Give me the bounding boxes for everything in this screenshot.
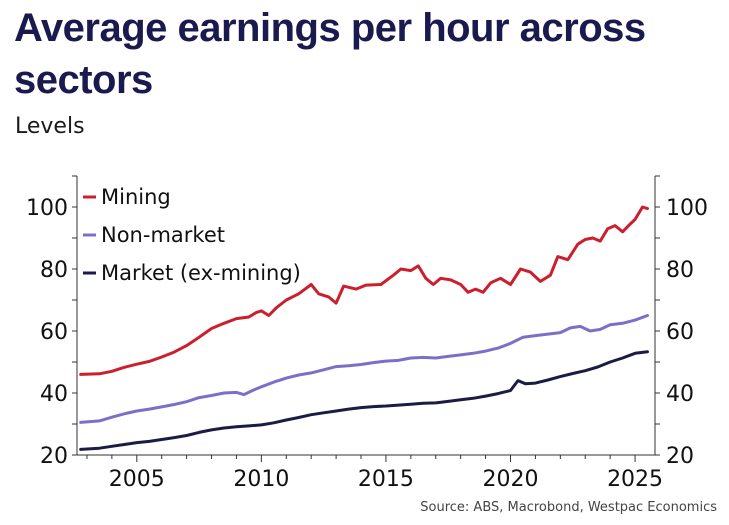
y-tick-label-left: 20 bbox=[40, 444, 68, 469]
y-tick-label-left: 100 bbox=[26, 196, 68, 221]
plot-frame bbox=[76, 176, 656, 456]
source-note: Source: ABS, Macrobond, Westpac Economic… bbox=[420, 500, 717, 515]
legend-label: Mining bbox=[101, 185, 171, 209]
x-tick-label: 2005 bbox=[109, 467, 165, 492]
series-lines bbox=[79, 205, 649, 451]
legend: Mining Non-market Market (ex-mining) bbox=[83, 185, 301, 285]
y-tick-label-right: 40 bbox=[666, 382, 694, 407]
x-tick-label: 2010 bbox=[233, 467, 289, 492]
series-line bbox=[79, 205, 649, 376]
series-line bbox=[79, 350, 649, 451]
y-tick-label-right: 80 bbox=[666, 258, 694, 283]
y-tick-label-left: 60 bbox=[40, 320, 68, 345]
legend-label: Market (ex-mining) bbox=[101, 261, 301, 285]
chart-subtitle: Levels bbox=[15, 114, 85, 139]
y-tick-label-left: 40 bbox=[40, 382, 68, 407]
y-tick-label-right: 60 bbox=[666, 320, 694, 345]
x-tick-label: 2015 bbox=[358, 467, 414, 492]
series-line bbox=[79, 314, 649, 424]
legend-label: Non-market bbox=[101, 223, 225, 247]
y-tick-label-right: 20 bbox=[666, 444, 694, 469]
x-tick-label: 2025 bbox=[607, 467, 663, 492]
y-tick-label-right: 100 bbox=[666, 196, 708, 221]
chart-title: Average earnings per hour across sectors bbox=[14, 6, 646, 102]
y-tick-label-left: 80 bbox=[40, 258, 68, 283]
x-tick-label: 2020 bbox=[483, 467, 539, 492]
